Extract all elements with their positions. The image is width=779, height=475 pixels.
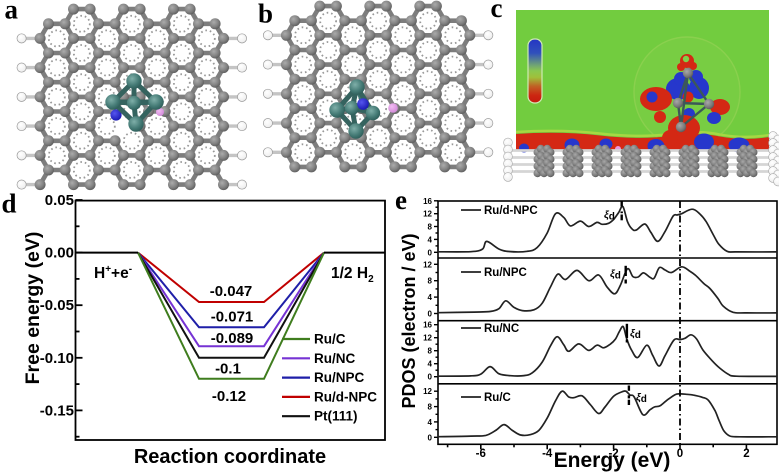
svg-text:-0.05: -0.05	[40, 297, 74, 314]
svg-text:8: 8	[428, 277, 433, 286]
svg-text:-0.089: -0.089	[211, 330, 254, 347]
svg-text:0.05: 0.05	[45, 192, 74, 209]
svg-text:ξd: ξd	[610, 268, 621, 282]
svg-text:Ru/d-NPC: Ru/d-NPC	[314, 389, 377, 404]
svg-text:ξd: ξd	[604, 209, 615, 223]
svg-text:12: 12	[423, 334, 432, 343]
svg-text:0: 0	[428, 433, 433, 442]
svg-text:0: 0	[428, 248, 433, 257]
svg-text:PDOS (electron / eV): PDOS (electron / eV)	[399, 233, 419, 408]
svg-text:-0.047: -0.047	[210, 283, 253, 300]
svg-text:Ru/NC: Ru/NC	[314, 351, 355, 366]
svg-text:12: 12	[423, 210, 432, 219]
svg-text:16: 16	[423, 321, 432, 330]
svg-text:Ru/NPC: Ru/NPC	[484, 267, 527, 279]
svg-text:-4: -4	[542, 448, 553, 460]
svg-text:Energy (eV): Energy (eV)	[554, 449, 671, 472]
svg-text:-0.10: -0.10	[40, 350, 74, 367]
svg-text:-0.071: -0.071	[211, 309, 254, 326]
svg-text:16: 16	[423, 197, 432, 206]
svg-text:ξd: ξd	[630, 328, 641, 342]
svg-text:ξd: ξd	[636, 392, 647, 406]
svg-text:d: d	[2, 189, 17, 219]
svg-text:12: 12	[423, 387, 432, 396]
svg-text:Free energy (eV): Free energy (eV)	[22, 232, 44, 385]
svg-text:0: 0	[428, 310, 433, 319]
svg-text:-6: -6	[476, 448, 486, 460]
svg-text:0: 0	[428, 373, 433, 382]
svg-text:4: 4	[428, 418, 433, 427]
svg-text:Reaction coordinate: Reaction coordinate	[134, 446, 326, 468]
svg-text:Ru/NC: Ru/NC	[484, 323, 519, 335]
svg-text:Ru/C: Ru/C	[484, 392, 511, 404]
svg-text:-2: -2	[608, 448, 618, 460]
svg-text:Ru/d-NPC: Ru/d-NPC	[484, 205, 538, 217]
svg-text:c: c	[491, 0, 503, 23]
svg-text:12: 12	[423, 260, 432, 269]
svg-text:8: 8	[428, 223, 433, 232]
svg-text:a: a	[5, 0, 19, 25]
svg-text:H++e-: H++e-	[94, 264, 132, 282]
svg-text:8: 8	[428, 347, 433, 356]
svg-text:b: b	[258, 0, 273, 29]
svg-text:4: 4	[428, 360, 433, 369]
svg-text:Ru/C: Ru/C	[314, 332, 346, 347]
svg-text:0.00: 0.00	[45, 245, 74, 262]
svg-text:-0.1: -0.1	[215, 361, 241, 378]
svg-text:-0.15: -0.15	[40, 402, 74, 419]
svg-text:-0.12: -0.12	[212, 388, 246, 405]
svg-text:e: e	[395, 185, 407, 215]
svg-text:Pt(111): Pt(111)	[314, 409, 358, 424]
svg-text:0: 0	[677, 448, 683, 460]
svg-text:4: 4	[428, 293, 433, 302]
svg-text:Ru/NPC: Ru/NPC	[314, 370, 365, 385]
svg-text:8: 8	[428, 403, 433, 412]
svg-text:1/2 H2: 1/2 H2	[331, 265, 374, 285]
svg-text:4: 4	[428, 235, 433, 244]
svg-text:2: 2	[743, 448, 749, 460]
